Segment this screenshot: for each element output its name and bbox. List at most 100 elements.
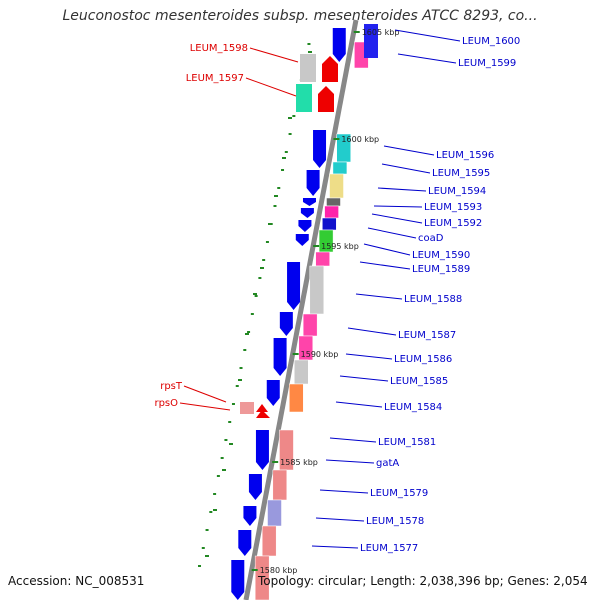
gene-block[interactable] — [267, 499, 282, 527]
dot-ticks — [198, 43, 312, 567]
gene-block[interactable] — [261, 525, 277, 557]
label-leader-line — [325, 459, 375, 464]
forward-gene-label[interactable]: LEUM_1593 — [424, 202, 482, 213]
label-leader-line — [339, 375, 389, 382]
forward-gene-arrow[interactable] — [295, 234, 309, 246]
kbp-marker-label: 1580 kbp — [260, 566, 298, 575]
forward-gene-arrow[interactable] — [279, 312, 293, 336]
forward-gene-arrow[interactable] — [255, 430, 269, 470]
label-leader-line — [367, 227, 417, 239]
forward-gene-arrow[interactable] — [248, 474, 262, 500]
label-leader-line — [311, 545, 359, 549]
forward-gene-arrow[interactable] — [298, 220, 312, 232]
forward-gene-arrow[interactable] — [231, 560, 245, 600]
forward-gene-label[interactable]: LEUM_1577 — [360, 543, 418, 554]
tick-mark — [247, 331, 251, 333]
reverse-gene-label[interactable]: LEUM_1597 — [186, 73, 244, 84]
kbp-markers: 1605 kbp 1600 kbp 1595 kbp 1590 kbp 1585 kbp… — [251, 28, 399, 575]
gene-block[interactable] — [300, 54, 316, 82]
genome-summary: Topology: circular; Length: 2,038,396 bp… — [258, 574, 588, 588]
forward-gene-arrow[interactable] — [266, 380, 280, 406]
reverse-gene-label[interactable]: LEUM_1598 — [190, 43, 248, 54]
tick-mark — [238, 379, 242, 381]
gene-block[interactable] — [364, 24, 378, 58]
forward-gene-label[interactable]: gatA — [376, 458, 399, 469]
tick-mark — [198, 565, 202, 567]
tick-mark — [277, 187, 281, 189]
tick-mark — [260, 267, 264, 269]
gene-block[interactable] — [272, 469, 288, 501]
gene-block[interactable] — [309, 265, 325, 315]
gene-block[interactable] — [315, 251, 330, 267]
tick-mark — [220, 457, 224, 459]
forward-gene-label[interactable]: LEUM_1581 — [378, 437, 436, 448]
forward-gene-label[interactable]: LEUM_1584 — [384, 402, 442, 413]
reverse-gene-arrow[interactable] — [256, 410, 270, 418]
label-leader-line — [345, 353, 393, 360]
gene-block[interactable] — [324, 205, 339, 219]
tick-mark — [273, 205, 277, 207]
forward-gene-label[interactable]: LEUM_1590 — [412, 250, 470, 261]
forward-gene-arrow[interactable] — [302, 198, 316, 206]
forward-gene-label[interactable]: LEUM_1599 — [458, 58, 516, 69]
forward-gene-arrow[interactable] — [238, 530, 252, 556]
forward-gene-label[interactable]: LEUM_1587 — [398, 330, 456, 341]
tick-mark — [216, 475, 220, 477]
gene-block[interactable] — [240, 402, 254, 414]
gene-block[interactable] — [329, 173, 344, 199]
gene-block[interactable] — [302, 313, 318, 337]
label-leader-line — [377, 187, 427, 192]
forward-gene-arrow[interactable] — [243, 506, 257, 526]
forward-gene-arrow[interactable] — [332, 28, 346, 62]
label-leader-line — [383, 145, 435, 156]
reverse-gene-arrow[interactable] — [318, 86, 334, 112]
gene-block[interactable] — [332, 161, 348, 175]
reverse-gene-label[interactable]: rpsO — [154, 398, 178, 409]
gene-block[interactable] — [322, 217, 337, 231]
gene-block[interactable] — [254, 555, 270, 600]
forward-gene-label[interactable]: LEUM_1585 — [390, 376, 448, 387]
forward-gene-label[interactable]: LEUM_1594 — [428, 186, 486, 197]
label-leader-line — [397, 53, 457, 64]
gene-block[interactable] — [289, 383, 304, 413]
tick-mark — [307, 43, 311, 45]
forward-gene-label[interactable]: LEUM_1600 — [462, 36, 520, 47]
reverse-gene-arrow[interactable] — [322, 56, 338, 82]
kbp-tick — [251, 569, 258, 571]
label-leader-line — [355, 293, 403, 300]
tick-mark — [254, 295, 258, 297]
tick-mark — [288, 133, 292, 135]
forward-gene-label[interactable]: LEUM_1588 — [404, 294, 462, 305]
label-leader-line — [319, 489, 369, 494]
label-leader-line — [381, 163, 431, 174]
gene-block[interactable] — [326, 197, 341, 207]
reverse-gene-arrow[interactable] — [256, 404, 268, 412]
forward-gene-arrow[interactable] — [313, 130, 327, 168]
label-leader-line — [315, 517, 365, 522]
forward-gene-label[interactable]: LEUM_1579 — [370, 488, 428, 499]
forward-gene-arrow[interactable] — [306, 170, 320, 196]
forward-gene-label[interactable]: LEUM_1586 — [394, 354, 452, 365]
forward-gene-arrow[interactable] — [287, 262, 301, 310]
forward-gene-arrow[interactable] — [300, 208, 314, 218]
tick-mark — [239, 367, 243, 369]
kbp-tick — [353, 31, 360, 33]
kbp-marker-label: 1600 kbp — [341, 135, 379, 144]
reverse-gene-label[interactable]: rpsT — [160, 381, 183, 392]
kbp-tick — [333, 138, 340, 140]
tick-mark — [308, 51, 312, 53]
forward-gene-label[interactable]: LEUM_1595 — [432, 168, 490, 179]
forward-gene-label[interactable]: LEUM_1596 — [436, 150, 494, 161]
label-leader-line — [371, 213, 423, 224]
forward-gene-label[interactable]: LEUM_1578 — [366, 516, 424, 527]
forward-gene-label[interactable]: coaD — [418, 233, 444, 244]
forward-gene-label[interactable]: LEUM_1592 — [424, 218, 482, 229]
forward-gene-arrow[interactable] — [273, 338, 287, 376]
tick-mark — [231, 403, 235, 405]
gene-block[interactable] — [296, 84, 312, 112]
tick-mark — [250, 313, 254, 315]
gene-block[interactable] — [293, 359, 309, 385]
forward-gene-label[interactable]: LEUM_1589 — [412, 264, 470, 275]
tick-mark — [243, 349, 247, 351]
